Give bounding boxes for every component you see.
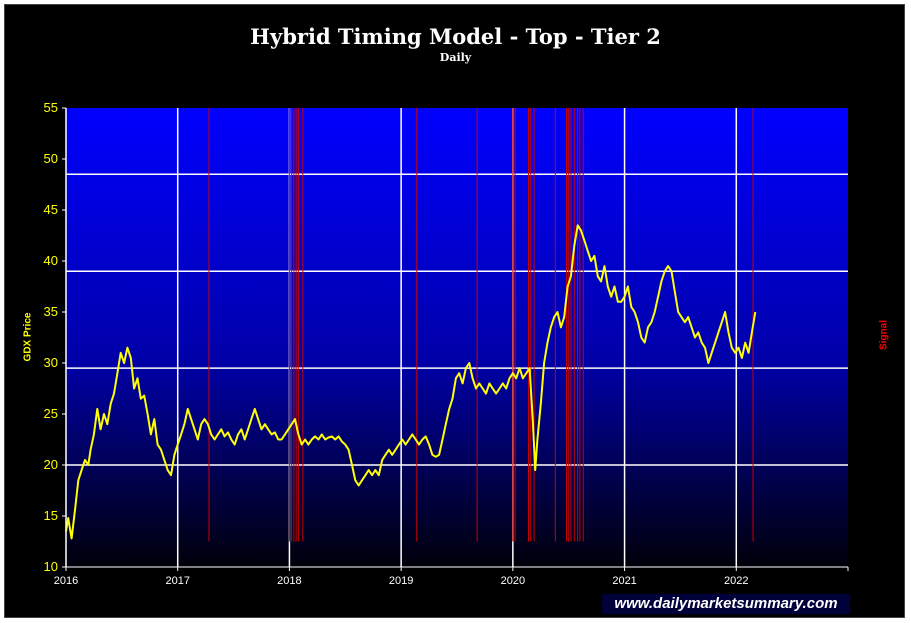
y-tick-label: 35 [44, 304, 58, 319]
price-series-line [65, 224, 757, 540]
y-tick-label: 40 [44, 253, 58, 268]
signal-lines [208, 108, 754, 542]
y-tick-label: 20 [44, 457, 58, 472]
x-tick-label: 2022 [724, 575, 748, 587]
y-tick-label: 10 [44, 559, 58, 574]
chart-title: Hybrid Timing Model - Top - Tier 2 [250, 24, 661, 49]
y-tick-label: 50 [44, 151, 58, 166]
y-tick-label: 15 [44, 508, 58, 523]
x-tick-label: 2019 [389, 575, 413, 587]
y-tick-label: 30 [44, 355, 58, 370]
y-tick-label: 25 [44, 406, 58, 421]
x-tick-label: 2021 [612, 575, 636, 587]
watermark: www.dailymarketsummary.com [602, 594, 850, 614]
y-tick-label: 55 [44, 100, 58, 115]
y-tick-label: 45 [44, 202, 58, 217]
axes: 10 15 20 25 30 35 40 45 50 55 2016 2017 2018 2019 2020… [44, 100, 849, 587]
x-tick-label: 2018 [277, 575, 301, 587]
x-tick-label: 2016 [54, 575, 78, 587]
x-tick-label: 2017 [165, 575, 189, 587]
plot-area [66, 108, 848, 567]
chart-subtitle: Daily [439, 51, 472, 64]
x-tick-label: 2020 [501, 575, 525, 587]
